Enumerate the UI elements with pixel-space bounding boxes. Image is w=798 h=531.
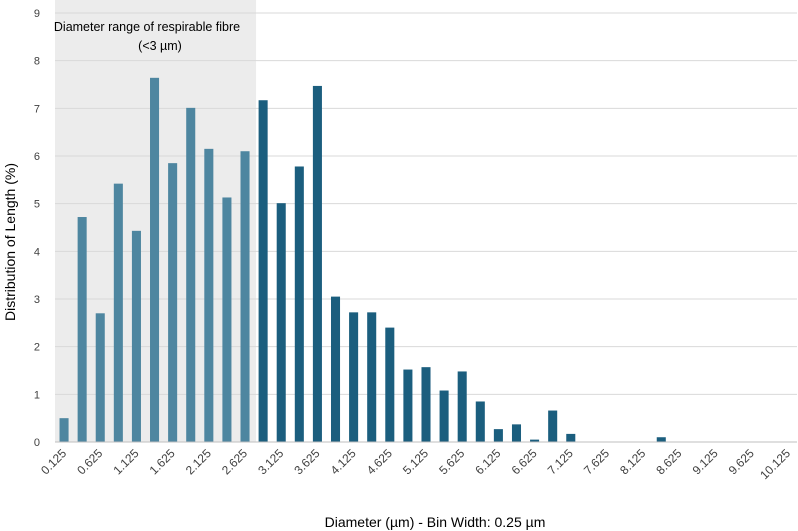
bar <box>186 107 196 443</box>
bar <box>276 203 286 442</box>
bar <box>204 148 214 442</box>
x-tick-label: 0.625 <box>74 446 105 477</box>
bar <box>222 197 232 442</box>
x-tick-label: 4.125 <box>328 446 359 477</box>
bar <box>77 217 87 442</box>
bar <box>493 429 503 442</box>
y-tick-label: 1 <box>34 389 40 401</box>
bar <box>168 163 178 442</box>
x-tick-label: 5.125 <box>400 446 431 477</box>
bar <box>457 371 467 442</box>
y-tick-label: 0 <box>34 437 40 449</box>
x-tick-label: 8.625 <box>653 446 684 477</box>
x-tick-label: 9.625 <box>726 446 757 477</box>
x-tick-label: 7.125 <box>545 446 576 477</box>
x-tick-label: 2.625 <box>219 446 250 477</box>
annotation-line-2: (<3 µm) <box>138 39 182 53</box>
bar <box>656 437 666 442</box>
x-tick-label: 10.125 <box>757 446 793 482</box>
x-tick-label: 1.625 <box>147 446 178 477</box>
y-tick-label: 9 <box>34 8 40 20</box>
bar <box>131 230 141 442</box>
bars <box>59 77 666 443</box>
y-tick-label: 7 <box>34 103 40 115</box>
bar <box>530 439 540 442</box>
y-tick-labels: 0 1 2 3 4 5 6 7 8 9 <box>34 8 40 449</box>
bar <box>113 183 123 442</box>
bar <box>312 85 322 443</box>
bar <box>294 166 304 442</box>
bar <box>59 418 69 442</box>
bar <box>421 367 431 442</box>
bar <box>95 313 105 442</box>
x-tick-label: 1.125 <box>110 446 141 477</box>
x-tick-label: 9.125 <box>690 446 721 477</box>
bar <box>258 100 268 442</box>
bar <box>330 296 341 442</box>
x-tick-label: 4.625 <box>364 446 395 477</box>
x-tick-label: 6.625 <box>509 446 540 477</box>
x-tick-label: 6.125 <box>472 446 503 477</box>
x-tick-labels: 0.125 0.625 1.125 1.625 2.125 2.625 3.125 3.625… <box>38 446 793 482</box>
y-tick-label: 8 <box>34 56 40 68</box>
y-axis-title: Distribution of Length (%) <box>2 163 18 321</box>
x-tick-label: 5.625 <box>436 446 467 477</box>
bar <box>240 151 250 442</box>
bar <box>403 369 413 442</box>
annotation-line-1: Diameter range of respirable fibre <box>54 20 240 34</box>
bar <box>150 77 160 443</box>
y-tick-label: 3 <box>34 294 40 306</box>
y-tick-label: 5 <box>34 199 40 211</box>
x-tick-label: 2.125 <box>183 446 214 477</box>
y-tick-label: 6 <box>34 151 40 163</box>
bar <box>511 424 522 442</box>
x-tick-label: 3.625 <box>291 446 322 477</box>
y-tick-label: 4 <box>34 246 40 258</box>
bar <box>475 401 485 442</box>
x-axis-title: Diameter (µm) - Bin Width: 0.25 µm <box>325 514 546 530</box>
x-tick-label: 8.125 <box>617 446 648 477</box>
x-tick-label: 0.125 <box>38 446 69 477</box>
x-tick-label: 7.625 <box>581 446 612 477</box>
x-tick-label: 3.125 <box>255 446 286 477</box>
y-tick-label: 2 <box>34 342 40 354</box>
bar <box>385 327 395 442</box>
bar <box>566 433 576 442</box>
bar <box>367 312 377 442</box>
bar <box>439 390 449 442</box>
bar <box>349 312 359 442</box>
gridlines <box>55 12 797 395</box>
bar <box>548 410 558 442</box>
